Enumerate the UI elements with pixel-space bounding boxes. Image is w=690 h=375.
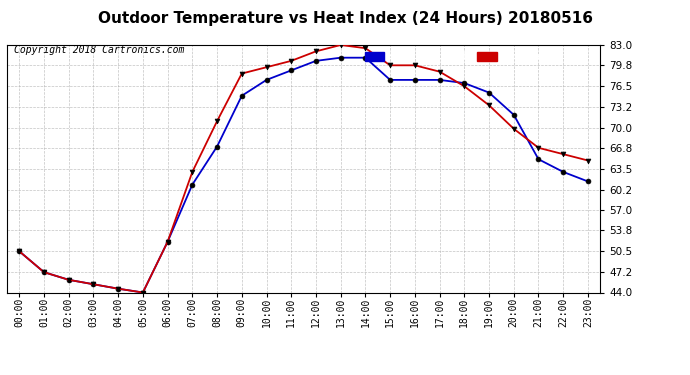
Legend: Heat Index (°F), Temperature (°F): Heat Index (°F), Temperature (°F) [363, 50, 595, 64]
Text: Outdoor Temperature vs Heat Index (24 Hours) 20180516: Outdoor Temperature vs Heat Index (24 Ho… [97, 11, 593, 26]
Text: Copyright 2018 Cartronics.com: Copyright 2018 Cartronics.com [14, 45, 184, 55]
